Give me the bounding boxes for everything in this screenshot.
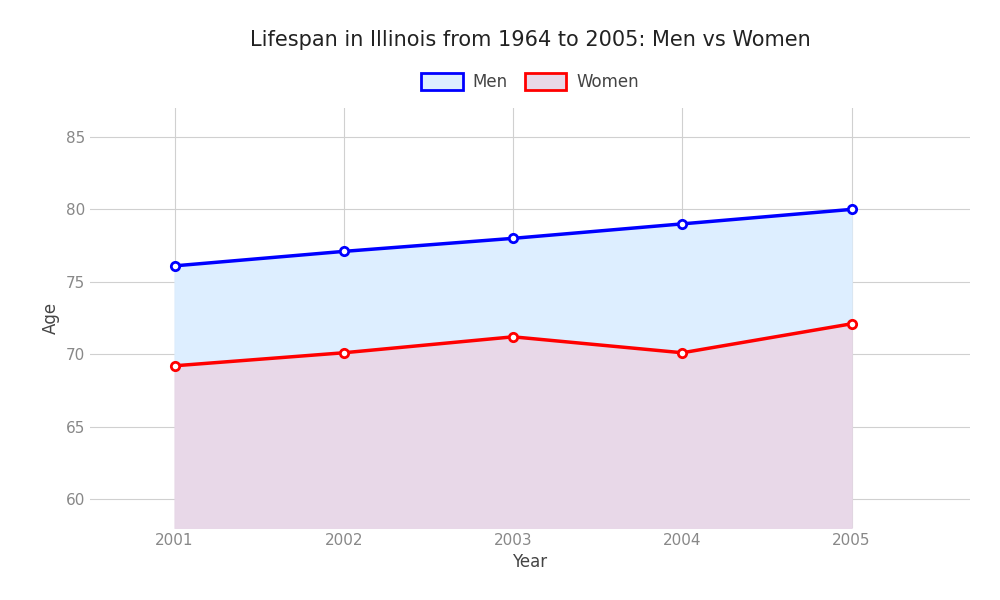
Title: Lifespan in Illinois from 1964 to 2005: Men vs Women: Lifespan in Illinois from 1964 to 2005: …: [250, 29, 810, 49]
Legend: Men, Women: Men, Women: [414, 66, 646, 97]
Y-axis label: Age: Age: [42, 302, 60, 334]
X-axis label: Year: Year: [512, 553, 548, 571]
